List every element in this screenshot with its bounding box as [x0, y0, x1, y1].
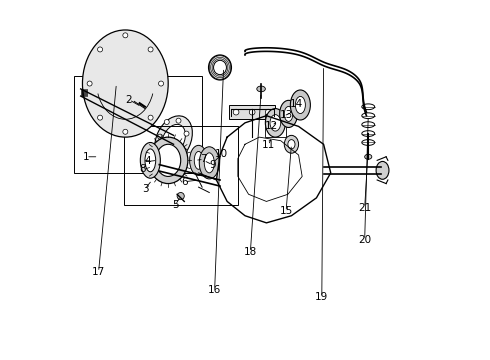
Circle shape — [249, 109, 255, 115]
Text: 18: 18 — [244, 247, 257, 257]
Bar — [229, 105, 275, 119]
Ellipse shape — [140, 143, 160, 178]
Circle shape — [177, 193, 184, 200]
Ellipse shape — [257, 86, 266, 92]
Ellipse shape — [376, 161, 389, 179]
Text: 11: 11 — [262, 140, 275, 150]
Text: 1: 1 — [83, 152, 89, 162]
Circle shape — [176, 118, 181, 123]
Ellipse shape — [365, 154, 372, 159]
Ellipse shape — [156, 144, 181, 176]
Circle shape — [172, 157, 177, 162]
Circle shape — [266, 109, 271, 115]
Text: 2: 2 — [125, 95, 132, 105]
Text: 12: 12 — [265, 121, 278, 131]
Bar — [74, 76, 202, 173]
Text: 6: 6 — [181, 177, 188, 187]
Ellipse shape — [266, 109, 285, 137]
Ellipse shape — [145, 149, 156, 172]
Circle shape — [123, 129, 128, 134]
Ellipse shape — [291, 90, 310, 120]
Text: 8: 8 — [139, 163, 146, 174]
Circle shape — [182, 149, 187, 154]
Ellipse shape — [214, 60, 226, 75]
Circle shape — [158, 134, 163, 139]
Text: 7: 7 — [200, 154, 207, 164]
Ellipse shape — [280, 100, 297, 127]
Ellipse shape — [162, 124, 185, 155]
Ellipse shape — [190, 145, 207, 175]
Circle shape — [233, 109, 239, 115]
Ellipse shape — [284, 135, 298, 153]
Bar — [265, 114, 286, 137]
Text: 21: 21 — [358, 203, 371, 213]
Text: 4: 4 — [145, 157, 151, 166]
Circle shape — [98, 115, 102, 120]
Ellipse shape — [270, 114, 281, 131]
Circle shape — [123, 33, 128, 38]
Ellipse shape — [204, 153, 214, 173]
Circle shape — [164, 120, 169, 125]
Bar — [123, 126, 238, 205]
Text: 19: 19 — [315, 292, 328, 302]
Circle shape — [148, 115, 153, 120]
Ellipse shape — [209, 55, 231, 80]
Text: 14: 14 — [290, 99, 303, 109]
Text: 15: 15 — [279, 206, 293, 216]
Text: 9: 9 — [210, 160, 216, 170]
Text: 10: 10 — [215, 149, 228, 159]
Text: 20: 20 — [358, 235, 371, 245]
Ellipse shape — [194, 152, 203, 169]
Ellipse shape — [284, 107, 293, 121]
Ellipse shape — [295, 96, 305, 113]
Text: 5: 5 — [172, 200, 179, 210]
Ellipse shape — [199, 147, 220, 179]
Circle shape — [87, 81, 92, 86]
Ellipse shape — [148, 137, 188, 184]
Ellipse shape — [82, 30, 168, 137]
Circle shape — [98, 47, 102, 52]
Circle shape — [161, 151, 166, 156]
Text: 13: 13 — [279, 110, 293, 120]
Text: 16: 16 — [208, 285, 221, 295]
Text: 3: 3 — [142, 184, 148, 194]
Ellipse shape — [155, 116, 193, 163]
Text: 17: 17 — [92, 267, 105, 277]
Circle shape — [184, 131, 189, 136]
Ellipse shape — [288, 140, 295, 149]
Circle shape — [148, 47, 153, 52]
Circle shape — [159, 81, 164, 86]
